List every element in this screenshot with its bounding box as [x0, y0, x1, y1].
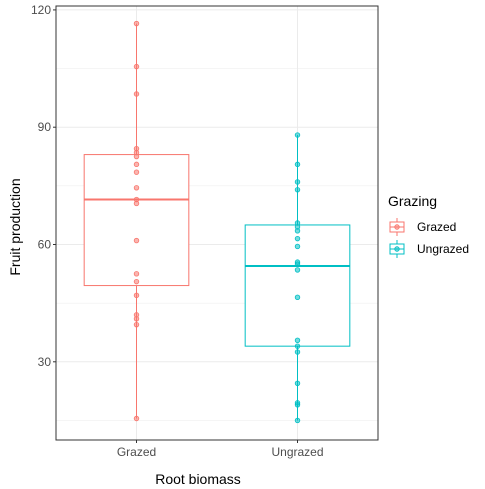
data-point — [294, 187, 301, 193]
data-point — [294, 337, 301, 343]
y-tick-label: 90 — [38, 120, 52, 134]
y-tick-label: 30 — [38, 355, 52, 369]
legend-key-point — [394, 224, 400, 230]
legend-key-ungrazed — [388, 240, 406, 258]
legend-title: Grazing — [388, 193, 437, 209]
legend-label-ungrazed: Ungrazed — [417, 242, 469, 256]
chart-marks — [83, 20, 351, 424]
y-tick-label: 60 — [38, 238, 52, 252]
data-point — [294, 343, 301, 349]
data-point — [133, 185, 140, 191]
data-point — [294, 132, 301, 138]
plot-panel — [55, 5, 379, 441]
panel-border — [55, 5, 379, 441]
x-tick-label-grazed: Grazed — [117, 445, 156, 459]
data-point — [133, 91, 140, 97]
data-point — [294, 259, 301, 265]
box-group-grazed — [83, 20, 190, 422]
data-point — [133, 169, 140, 175]
legend-label-grazed: Grazed — [417, 220, 456, 234]
legend-key-point — [394, 246, 400, 252]
x-tick-label-ungrazed: Ungrazed — [271, 445, 323, 459]
legend-items: Grazed Ungrazed — [388, 218, 469, 258]
data-point — [294, 243, 301, 250]
data-point — [294, 161, 301, 168]
data-point — [294, 179, 301, 185]
y-axis-title: Fruit production — [7, 178, 23, 275]
data-point — [133, 292, 140, 299]
box — [244, 224, 351, 347]
y-tick-label: 120 — [31, 3, 51, 17]
data-point — [133, 278, 140, 285]
data-point — [294, 417, 301, 424]
legend: Grazing Grazed Ungrazed — [388, 193, 469, 258]
data-point — [133, 321, 140, 328]
data-point — [294, 294, 301, 300]
data-point — [133, 20, 140, 27]
data-point — [133, 415, 140, 422]
data-point — [294, 235, 301, 242]
x-axis: Grazed Ungrazed — [117, 440, 324, 459]
x-axis-title: Root biomass — [155, 471, 241, 487]
data-point — [133, 161, 140, 168]
data-point — [294, 220, 301, 226]
y-axis: 30 60 90 120 — [31, 3, 56, 369]
data-point — [294, 400, 301, 406]
data-point — [294, 380, 301, 387]
data-point — [294, 267, 301, 273]
legend-key-grazed — [388, 218, 406, 236]
data-point — [133, 312, 140, 318]
data-point — [133, 63, 140, 70]
data-point — [133, 237, 140, 244]
data-point — [133, 271, 140, 277]
data-point — [133, 196, 140, 203]
data-point — [294, 349, 301, 355]
box-group-ungrazed — [244, 132, 351, 424]
data-point — [133, 146, 140, 152]
